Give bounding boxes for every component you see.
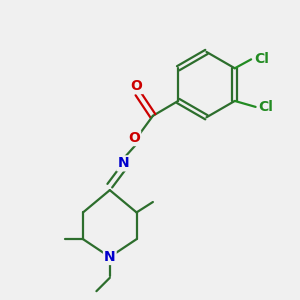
Text: Cl: Cl	[259, 100, 273, 114]
Text: N: N	[104, 250, 116, 264]
Text: O: O	[128, 131, 140, 145]
Text: Cl: Cl	[254, 52, 269, 66]
Text: N: N	[117, 156, 129, 170]
Text: O: O	[130, 79, 142, 93]
